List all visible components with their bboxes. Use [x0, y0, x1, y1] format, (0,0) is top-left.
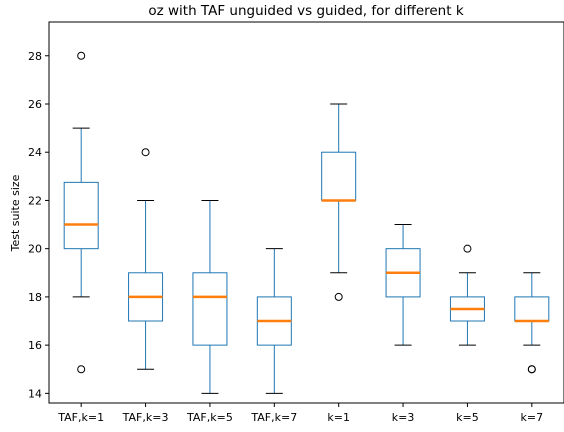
y-tick-label: 22: [28, 194, 42, 207]
box-group: [321, 103, 357, 301]
box-group: [449, 244, 485, 346]
x-tick-label: k=5: [456, 411, 479, 424]
x-tick-label: TAF,k=7: [250, 411, 297, 424]
iqr-box: [514, 296, 550, 322]
y-tick-label: 16: [28, 339, 42, 352]
axes-frame: [48, 21, 564, 404]
y-tick-label: 18: [28, 291, 42, 304]
box-group: [192, 199, 228, 394]
y-tick-label: 26: [28, 98, 42, 111]
y-tick-label: 24: [28, 146, 42, 159]
y-axis-label: Test suite size: [9, 174, 22, 252]
x-tick-label: k=7: [521, 411, 544, 424]
plot-area: [63, 51, 550, 394]
iqr-box: [321, 151, 357, 201]
outlier-point: [334, 292, 343, 301]
box-group: [514, 272, 550, 374]
outlier-point: [77, 365, 86, 374]
x-tick-label: k=3: [392, 411, 415, 424]
y-tick-label: 20: [28, 243, 42, 256]
outlier-point: [527, 365, 536, 374]
x-axis: TAF,k=1 TAF,k=3 TAF,k=5 TAF,k=7 k=1 k=3 k=5 k=7: [57, 403, 543, 424]
outlier-point: [141, 148, 150, 157]
x-tick-label: TAF,k=1: [57, 411, 104, 424]
box-group: [256, 248, 292, 394]
outlier-point: [77, 51, 86, 60]
iqr-box: [63, 181, 99, 250]
box-group: [63, 51, 99, 374]
x-tick-label: TAF,k=3: [122, 411, 169, 424]
y-axis: 14 16 18 20 22 24 26 28: [28, 50, 49, 400]
outlier-point: [463, 244, 472, 253]
iqr-box: [192, 272, 228, 346]
box-group: [385, 224, 421, 346]
y-tick-label: 14: [28, 387, 42, 400]
chart-title: oz with TAF unguided vs guided, for diff…: [148, 3, 463, 19]
x-tick-label: TAF,k=5: [186, 411, 233, 424]
y-tick-label: 28: [28, 50, 42, 63]
box-group: [128, 148, 164, 370]
x-tick-label: k=1: [327, 411, 350, 424]
